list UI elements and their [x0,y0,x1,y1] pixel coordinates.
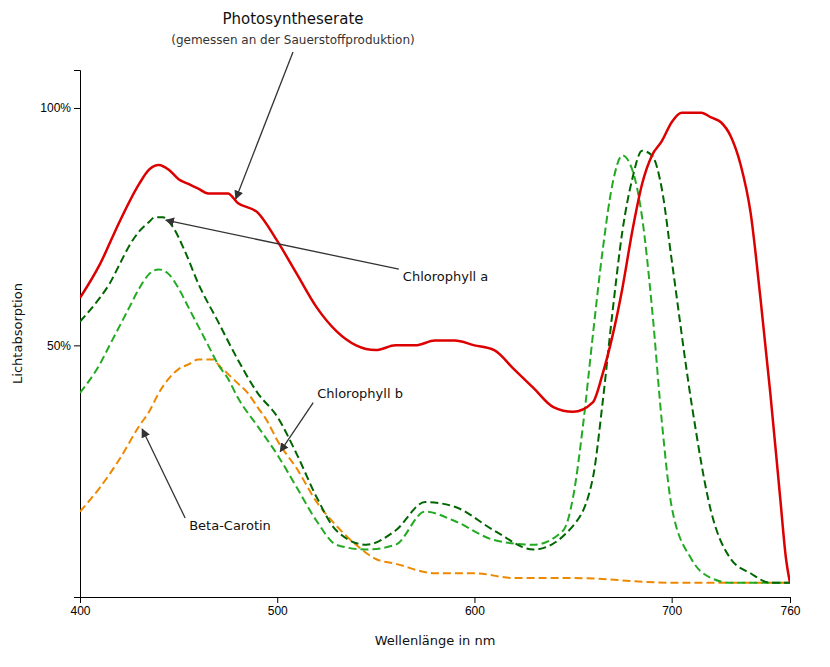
x-tick: 700 [662,597,682,618]
annotation-arrow [236,52,293,199]
series-label: Chlorophyll a [403,269,488,284]
series-line [80,360,790,583]
x-tick-mark [474,597,475,603]
y-axis-line [74,71,81,598]
x-tick: 400 [70,597,90,618]
x-tick-label: 760 [780,604,800,618]
lines [80,113,790,583]
x-axis-label: Wellenlänge in nm [375,633,496,648]
y-tick-label: 50% [47,339,71,353]
x-axis: 400 500 600 700 760 [70,597,800,618]
series-line [80,113,790,583]
x-tick: 760 [780,597,800,618]
x-tick: 600 [465,597,485,618]
x-tick: 500 [268,597,288,618]
x-tick-label: 400 [70,604,90,618]
title: Photosyntheserate [222,10,363,28]
x-tick-mark [277,597,278,603]
x-tick-label: 500 [268,604,288,618]
series-line [80,151,790,583]
y-tick-mark [74,345,80,346]
y-tick: 100% [40,101,80,115]
plot: 40050060070076050%100%Chlorophyll aChlor… [40,52,801,618]
y-axis: 50% 100% [40,71,80,598]
annotation-arrow [166,220,399,269]
series-label: Chlorophyll b [317,386,403,401]
x-tick-label: 700 [662,604,682,618]
chart: 40050060070076050%100%Chlorophyll aChlor… [0,0,830,667]
y-axis-label: Lichtabsorption [10,283,25,384]
series-line [80,155,790,582]
annotation-arrow [280,403,313,452]
x-tick-mark [790,597,791,603]
subtitle: (gemessen an der Sauerstoffproduktion) [171,33,415,47]
series-label: Beta-Carotin [189,518,271,533]
annotation-arrow [142,429,185,518]
x-tick-label: 600 [465,604,485,618]
x-axis-line [81,598,791,604]
x-tick-mark [672,597,673,603]
y-tick: 50% [47,339,80,353]
annotations: Chlorophyll a Chlorophyll b Beta-Carotin [142,52,488,533]
y-tick-label: 100% [40,101,71,115]
y-tick-mark [74,108,80,109]
